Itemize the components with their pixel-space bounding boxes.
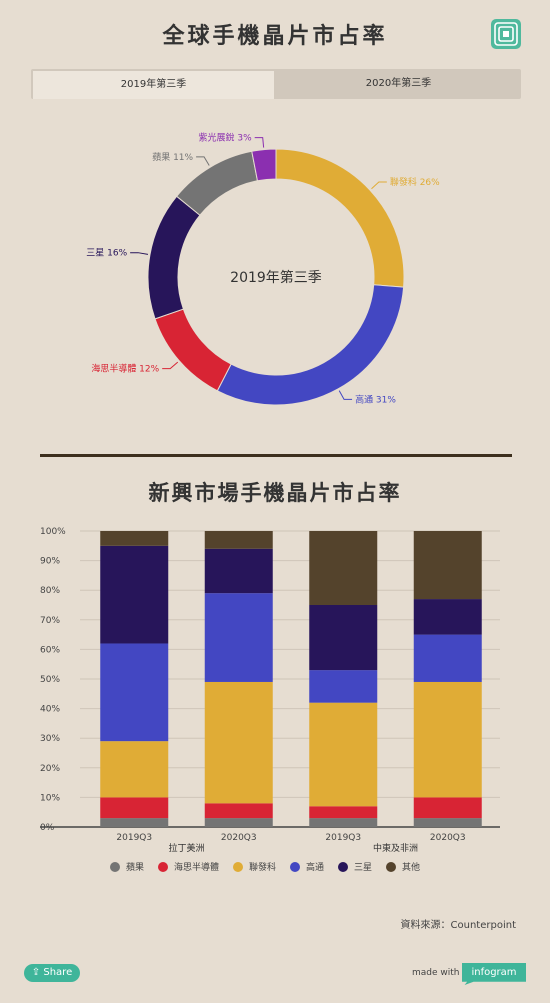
y-tick-label: 50% [40,675,60,685]
legend-swatch-2 [158,862,168,872]
share-icon: ⇪ [31,967,41,978]
bar-segment-2-4 [204,593,273,682]
bar-segment-1-3 [100,741,169,798]
bar-segment-3-4 [309,670,378,703]
y-tick-label: 30% [40,734,60,744]
donut-label-1: 聯發科 26% [390,176,440,188]
bar-segment-2-3 [204,681,273,804]
page-title: 全球手機晶片市占率 [162,24,388,49]
bar-segment-1-1 [100,818,169,827]
y-tick-label: 60% [40,645,60,655]
donut-slice-6 [251,148,277,182]
bar-segment-3-5 [309,605,378,671]
bar-segment-4-2 [413,797,482,819]
legend-label-1: 蘋果 [126,861,144,873]
x-group-label: 中東及非洲 [373,842,418,854]
y-tick-label: 40% [40,705,60,715]
donut-leader-3 [162,361,179,370]
y-tick-label: 70% [40,616,60,626]
legend-label-6: 其他 [402,861,420,873]
legend-swatch-6 [386,862,396,872]
donut-leader-4 [130,252,149,255]
bar-segment-1-2 [100,797,169,819]
x-tick-label: 2019Q3 [116,833,152,843]
chart2-title: 新興市場手機晶片市占率 [148,481,402,505]
section-divider [40,454,512,457]
bar-segment-4-4 [413,634,482,682]
donut-slice-1 [275,148,405,288]
bar-segment-1-5 [100,545,169,644]
y-tick-label: 100% [40,527,66,537]
legend-label-5: 三星 [354,862,372,873]
stacked-bar-chart: 0% 10% 20% 30% 40% 50% 60% 70% 80% 90% 100% 2019Q3… [40,527,500,873]
x-tick-label: 2019Q3 [325,833,361,843]
bar-segment-3-6 [309,531,378,605]
bar-segment-3-3 [309,702,378,807]
legend-label-4: 高通 [306,861,324,873]
y-tick-label: 90% [40,557,60,567]
donut-leader-5 [196,156,210,166]
donut-label-2: 高通 31% [355,393,396,405]
bar-segment-2-1 [204,818,273,827]
donut-label-5: 蘋果 11% [152,151,193,163]
bar-segment-1-6 [100,531,169,546]
donut-label-6: 紫光展銳 3% [199,132,253,144]
bar-segment-1-4 [100,643,169,742]
period-tabs: 2019年第三季 2020年第三季 [31,69,521,99]
bar-segment-4-1 [413,818,482,827]
donut-leader-1 [371,181,387,190]
legend-swatch-3 [233,862,243,872]
tab-2019q3[interactable]: 2019年第三季 [33,71,274,99]
donut-chart: 聯發科 26% 高通 31% 海思半導體 12% 三星 16% 蘋果 11% 紫光展銳 3… [86,132,440,406]
y-tick-label: 80% [40,586,60,596]
bar-segment-4-3 [413,681,482,798]
source-note: 資料來源：Counterpoint [400,920,516,931]
x-group-label: 拉丁美洲 [168,842,204,854]
legend-label-2: 海思半導體 [174,861,219,873]
x-tick-label: 2020Q3 [221,833,257,843]
bar-segment-2-6 [204,531,273,549]
bar-segment-4-6 [413,531,482,600]
legend-swatch-5 [338,862,348,872]
donut-leader-6 [254,137,265,148]
donut-slice-2 [216,284,405,406]
brand-logo-icon [491,19,521,49]
bar-segment-3-1 [309,818,378,827]
donut-label-3: 海思半導體 12% [91,363,159,375]
donut-label-4: 三星 16% [86,248,127,259]
bar-segment-2-2 [204,803,273,819]
bar-segment-3-2 [309,806,378,819]
x-tick-label: 2020Q3 [430,833,466,843]
donut-leader-2 [338,390,353,400]
bar-segment-4-5 [413,599,482,635]
y-tick-label: 20% [40,764,60,774]
bar-segment-2-5 [204,548,273,594]
y-tick-label: 0% [40,823,55,833]
legend-swatch-4 [290,862,300,872]
donut-slice-4 [147,195,201,320]
legend-label-3: 聯發科 [249,861,276,873]
donut-slice-3 [154,308,232,392]
donut-center-label: 2019年第三季 [230,269,322,286]
y-tick-label: 10% [40,793,60,803]
made-with-label: made with [412,968,460,978]
legend-swatch-1 [110,862,120,872]
share-button[interactable]: ⇪ Share [24,964,80,982]
tab-2020q3[interactable]: 2020年第三季 [365,78,432,89]
infogram-link[interactable]: infogram [462,963,526,985]
share-label: Share [43,967,73,978]
